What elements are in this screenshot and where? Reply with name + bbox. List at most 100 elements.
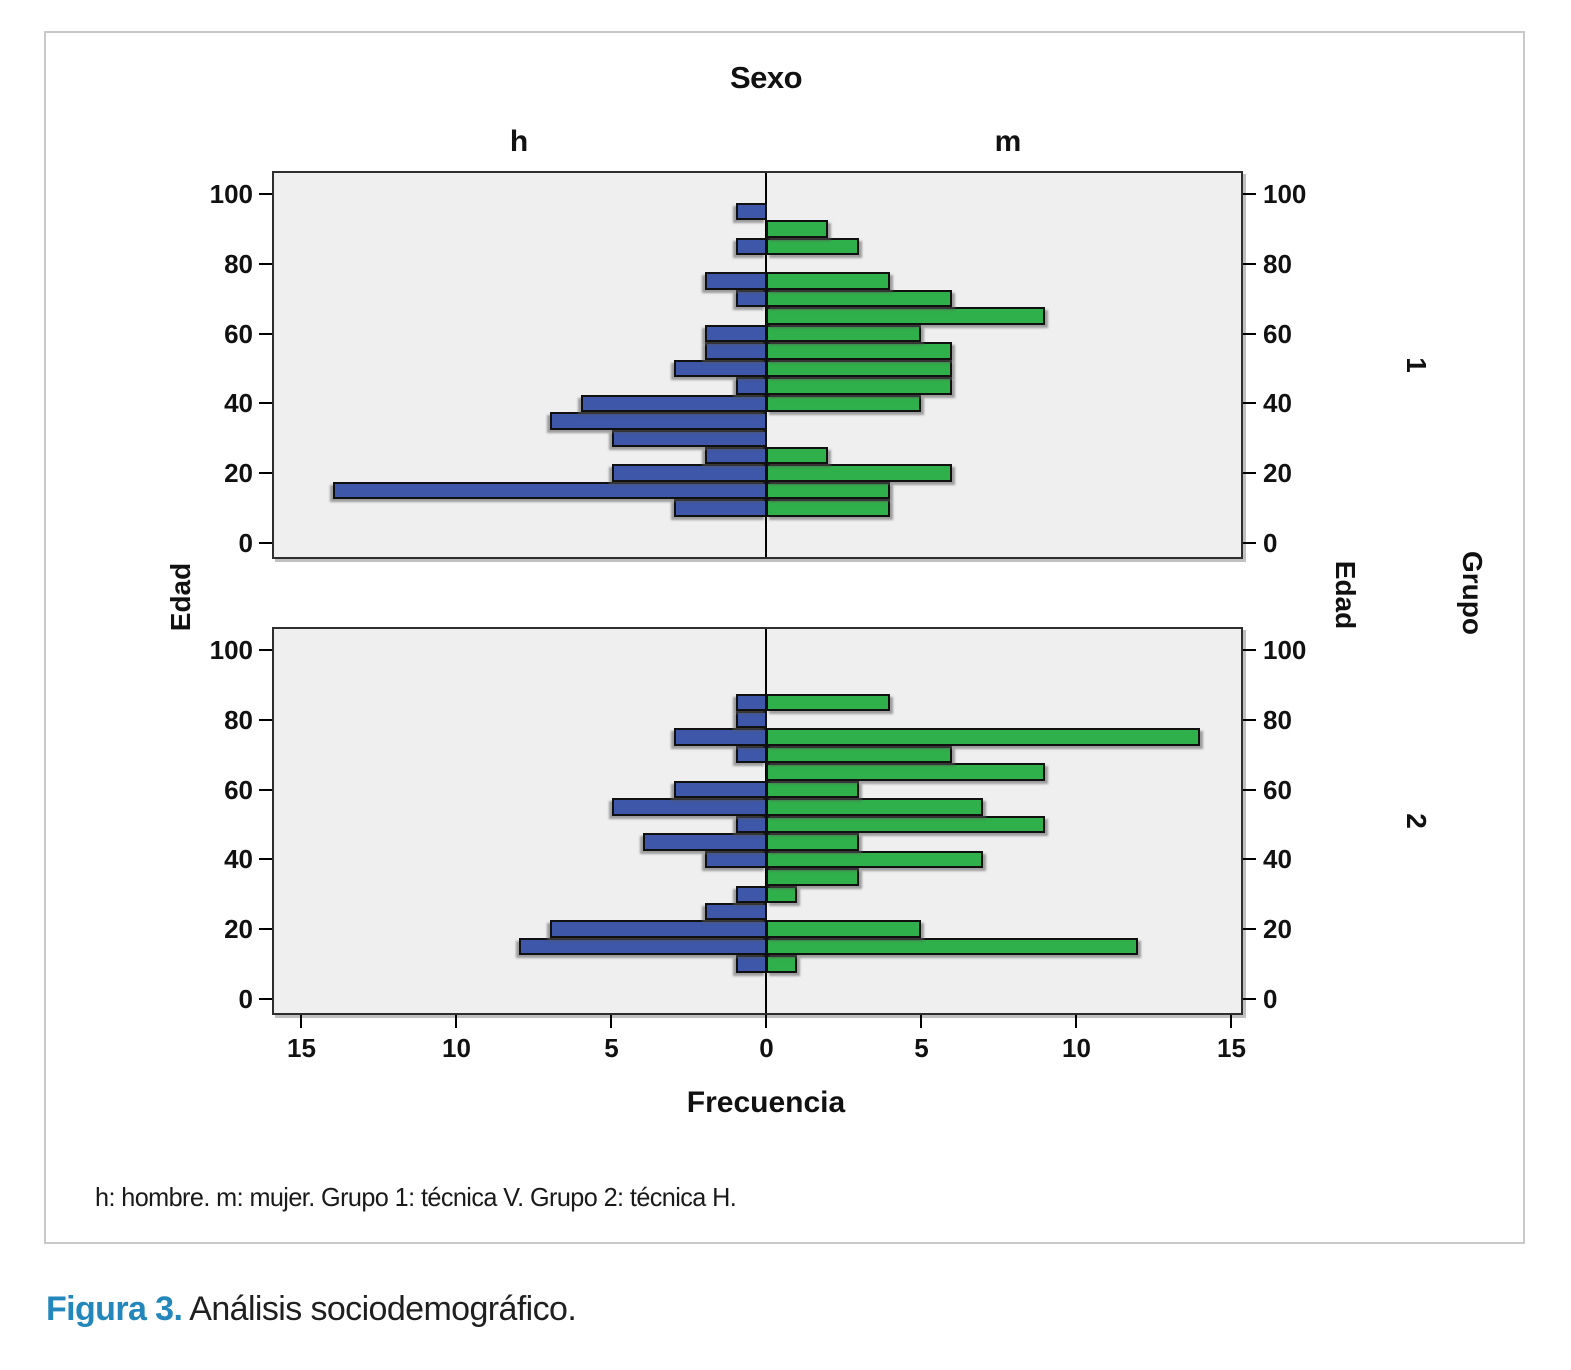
- y-axis-title-right: Edad: [1330, 560, 1361, 630]
- y-tick-label-right: 80: [1263, 248, 1292, 279]
- bar-grupo2-h-age45: [642, 833, 767, 851]
- bar-grupo2-h-age20: [549, 920, 767, 938]
- y-tick-right: [1243, 542, 1256, 545]
- bar-grupo2-h-age50: [735, 815, 767, 834]
- bar-grupo2-m-age35: [766, 868, 860, 886]
- bar-grupo1-h-age50: [673, 359, 767, 378]
- bar-grupo2-h-age80: [735, 711, 767, 729]
- y-tick-label-left: 20: [224, 458, 253, 489]
- bar-grupo2-m-age30: [766, 885, 798, 904]
- bar-grupo1-m-age90: [766, 220, 829, 238]
- bar-grupo2-h-age70: [735, 745, 767, 764]
- y-tick-label-right: 60: [1263, 318, 1292, 349]
- bar-grupo1-m-age50: [766, 359, 953, 378]
- y-tick-right: [1243, 648, 1256, 651]
- bar-grupo1-m-age60: [766, 324, 922, 343]
- footnote: h: hombre. m: mujer. Grupo 1: técnica V.…: [95, 1182, 737, 1212]
- bar-grupo2-m-age75: [766, 728, 1201, 746]
- x-tick-label: 10: [442, 1033, 471, 1063]
- y-tick-right: [1243, 718, 1256, 721]
- pyramid-panel-grupo-1: [272, 171, 1243, 559]
- y-tick-label-right: 20: [1263, 458, 1292, 489]
- bar-grupo2-h-age15: [518, 937, 767, 956]
- y-tick-label-left: 0: [238, 528, 253, 559]
- bar-grupo2-m-age15: [766, 937, 1139, 956]
- row-label-grupo-1: 1: [1401, 357, 1432, 373]
- y-tick-label-right: 40: [1263, 388, 1292, 419]
- y-tick-left: [259, 542, 272, 545]
- bar-grupo2-m-age10: [766, 955, 798, 973]
- bar-grupo1-h-age95: [735, 202, 767, 221]
- y-axis-title-left: Edad: [165, 562, 196, 632]
- bar-grupo2-h-age85: [735, 693, 767, 712]
- x-tick-label: 5: [914, 1033, 929, 1063]
- y-tick-left: [259, 402, 272, 405]
- bar-grupo1-m-age70: [766, 289, 953, 308]
- x-tick: [1230, 1015, 1233, 1028]
- bar-grupo1-h-age35: [549, 412, 767, 430]
- x-tick-label: 15: [1217, 1033, 1246, 1063]
- bar-grupo1-h-age55: [704, 342, 767, 360]
- y-tick-label-right: 0: [1263, 984, 1278, 1015]
- bar-grupo1-m-age45: [766, 377, 953, 395]
- y-tick-right: [1243, 788, 1256, 791]
- bar-grupo1-h-age20: [611, 464, 767, 482]
- x-tick: [920, 1015, 923, 1028]
- x-tick: [300, 1015, 303, 1028]
- y-tick-left: [259, 998, 272, 1001]
- y-tick-label-left: 60: [224, 774, 253, 805]
- y-tick-left: [259, 332, 272, 335]
- y-tick-label-right: 100: [1263, 634, 1307, 665]
- bar-grupo2-m-age55: [766, 798, 984, 816]
- y-tick-right: [1243, 262, 1256, 265]
- y-tick-left: [259, 192, 272, 195]
- x-tick-label: 15: [287, 1033, 316, 1063]
- y-tick-label-right: 80: [1263, 704, 1292, 735]
- x-tick: [765, 1015, 768, 1028]
- y-tick-label-left: 60: [224, 318, 253, 349]
- row-axis-title: Grupo: [1457, 551, 1488, 635]
- bar-grupo2-m-age45: [766, 833, 860, 851]
- row-label-grupo-2: 2: [1401, 813, 1432, 829]
- bar-grupo1-h-age15: [332, 481, 767, 500]
- bar-grupo2-m-age50: [766, 815, 1046, 834]
- y-tick-label-left: 40: [224, 844, 253, 875]
- bar-grupo2-m-age85: [766, 693, 891, 712]
- y-tick-label-left: 80: [224, 248, 253, 279]
- bar-grupo1-h-age45: [735, 377, 767, 395]
- bar-grupo1-m-age85: [766, 237, 860, 256]
- y-tick-left: [259, 648, 272, 651]
- y-tick-label-left: 20: [224, 914, 253, 945]
- bar-grupo2-h-age60: [673, 780, 767, 799]
- x-tick: [610, 1015, 613, 1028]
- caption-text: Análisis sociodemográfico.: [182, 1290, 577, 1328]
- y-tick-right: [1243, 472, 1256, 475]
- y-tick-left: [259, 858, 272, 861]
- y-tick-label-left: 100: [209, 178, 253, 209]
- chart-title: Sexo: [729, 60, 803, 95]
- bar-grupo2-m-age60: [766, 780, 860, 799]
- caption-label: Figura 3.: [46, 1290, 183, 1328]
- x-tick: [455, 1015, 458, 1028]
- bar-grupo1-h-age25: [704, 447, 767, 465]
- bar-grupo1-m-age75: [766, 272, 891, 290]
- bar-grupo1-h-age30: [611, 429, 767, 448]
- x-tick: [1075, 1015, 1078, 1028]
- x-tick-label: 0: [759, 1033, 774, 1063]
- x-tick-label: 10: [1062, 1033, 1091, 1063]
- bar-grupo2-m-age65: [766, 763, 1046, 781]
- x-axis-title: Frecuencia: [686, 1086, 846, 1119]
- y-tick-label-right: 20: [1263, 914, 1292, 945]
- bar-grupo1-m-age65: [766, 307, 1046, 325]
- y-tick-label-left: 0: [238, 984, 253, 1015]
- column-label-mujer: m: [994, 125, 1022, 158]
- bar-grupo1-m-age20: [766, 464, 953, 482]
- y-tick-right: [1243, 332, 1256, 335]
- bar-grupo1-m-age55: [766, 342, 953, 360]
- y-tick-label-right: 100: [1263, 178, 1307, 209]
- bar-grupo1-h-age40: [580, 394, 767, 413]
- bar-grupo2-m-age20: [766, 920, 922, 938]
- bar-grupo2-m-age40: [766, 850, 984, 869]
- bar-grupo2-m-age70: [766, 745, 953, 764]
